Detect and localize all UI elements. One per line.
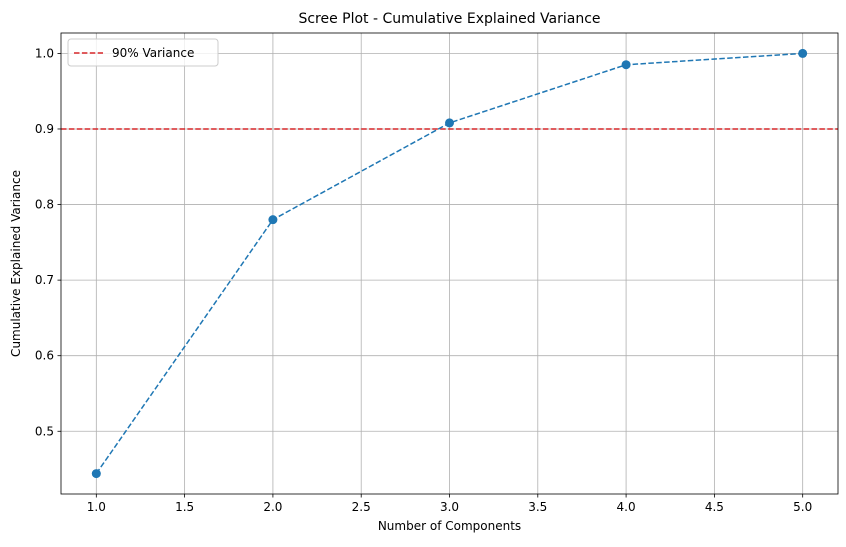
legend-box	[67, 38, 219, 67]
y-tick-label: 0.5	[35, 424, 54, 438]
legend: 90% Variance	[67, 38, 219, 67]
y-tick-label: 0.6	[35, 349, 54, 363]
x-tick-label: 3.0	[440, 500, 459, 514]
data-point	[621, 60, 631, 70]
y-tick-label: 0.7	[35, 273, 54, 287]
x-tick-label: 1.0	[87, 500, 106, 514]
x-tick-label: 2.0	[263, 500, 282, 514]
x-tick-label: 1.5	[175, 500, 194, 514]
x-axis-label: Number of Components	[378, 519, 521, 533]
data-point	[445, 118, 454, 128]
x-tick-label: 4.0	[617, 500, 636, 514]
y-axis-label: Cumulative Explained Variance	[9, 170, 23, 357]
y-tick-label: 1.0	[35, 46, 54, 60]
legend-label-90-variance: 90% Variance	[112, 46, 194, 60]
x-tick-label: 3.5	[528, 500, 547, 514]
data-point	[91, 469, 101, 479]
axis-ticks: 1.0 1.5 2.0 2.5 3.0 3.5 4.0 4.5 5.0 0.5 0.6 0.7 0.8 0…	[35, 46, 812, 514]
x-tick-label: 4.5	[705, 500, 724, 514]
x-tick-label: 5.0	[793, 500, 812, 514]
chart-title: Scree Plot - Cumulative Explained Varian…	[298, 11, 600, 27]
series-layer	[91, 48, 808, 479]
y-tick-label: 0.8	[35, 198, 54, 212]
data-point	[268, 215, 278, 225]
x-tick-label: 2.5	[352, 500, 371, 514]
y-tick-label: 0.9	[35, 122, 54, 136]
data-point	[798, 48, 808, 58]
